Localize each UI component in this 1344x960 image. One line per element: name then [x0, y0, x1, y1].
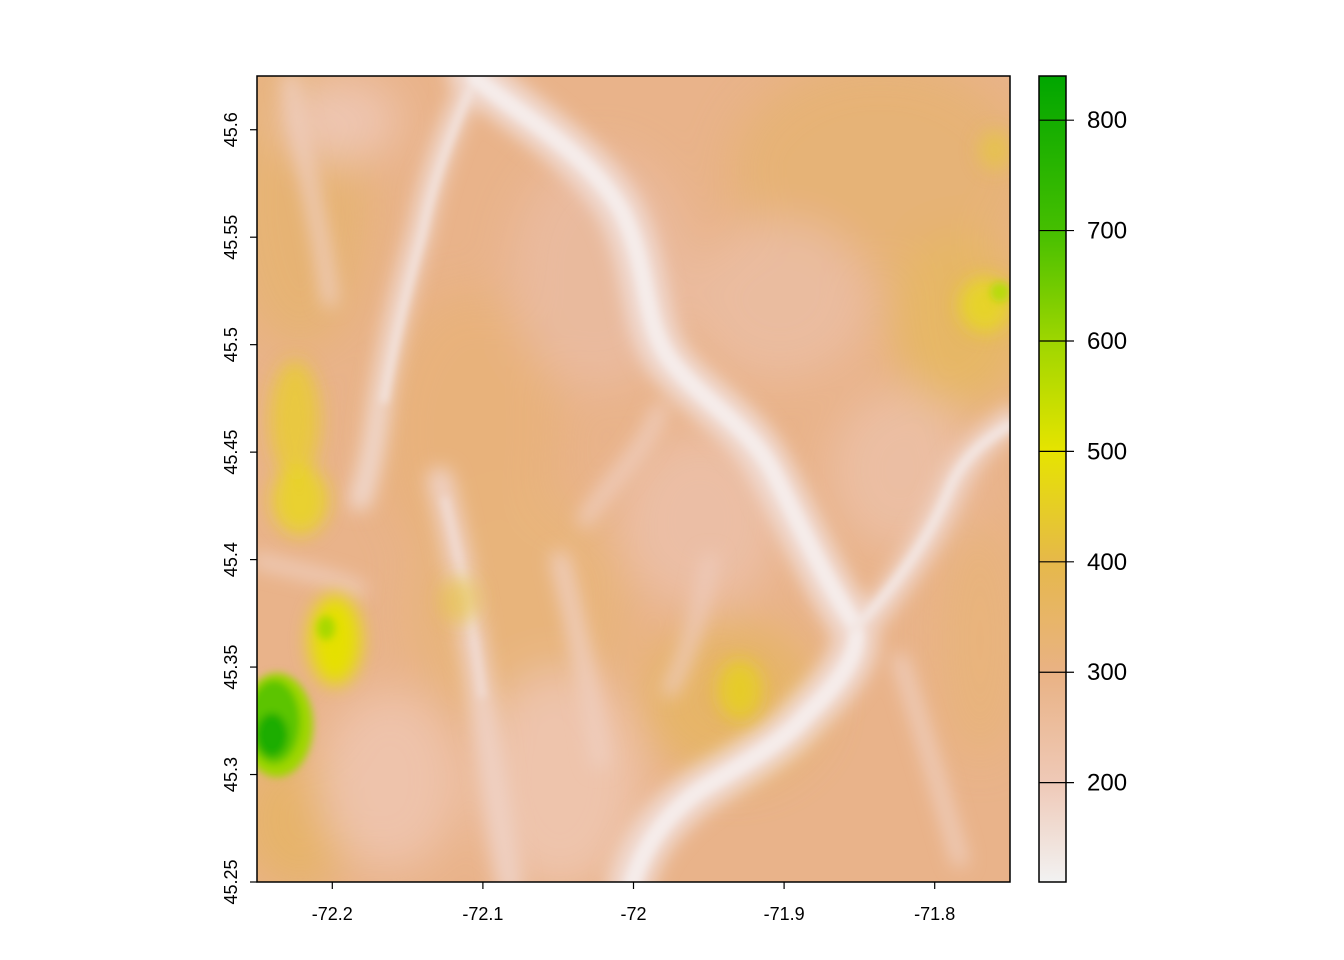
- legend-tick-label: 400: [1087, 549, 1127, 576]
- x-tick-label: -72.2: [312, 904, 353, 924]
- legend-colorbar: 200 300 400 500 600 700 800: [1038, 75, 1127, 883]
- y-tick-label: 45.45: [221, 430, 241, 475]
- legend-tick-label: 800: [1087, 107, 1127, 134]
- legend-tick-label: 300: [1087, 659, 1127, 686]
- y-tick-label: 45.35: [221, 645, 241, 690]
- y-tick-label: 45.6: [221, 112, 241, 147]
- y-tick-label: 45.3: [221, 757, 241, 792]
- legend-tick-label: 600: [1087, 328, 1127, 355]
- x-tick-label: -72.1: [462, 904, 503, 924]
- x-axis: -72.2 -72.1 -72 -71.9 -71.8: [312, 882, 955, 924]
- y-tick-label: 45.5: [221, 327, 241, 362]
- x-tick-label: -71.9: [764, 904, 805, 924]
- x-tick-label: -72: [620, 904, 646, 924]
- y-axis: 45.25 45.3 45.35 45.4 45.45 45.5 45.55 45.6: [221, 112, 257, 905]
- legend-tick-label: 700: [1087, 218, 1127, 245]
- y-tick-label: 45.55: [221, 215, 241, 260]
- y-tick-label: 45.25: [221, 859, 241, 904]
- y-tick-label: 45.4: [221, 542, 241, 577]
- legend-color-ramp: [1038, 75, 1067, 883]
- legend-tick-label: 500: [1087, 438, 1127, 465]
- elevation-raster: [257, 76, 1010, 882]
- legend-tick-label: 200: [1087, 770, 1127, 797]
- x-tick-label: -71.8: [914, 904, 955, 924]
